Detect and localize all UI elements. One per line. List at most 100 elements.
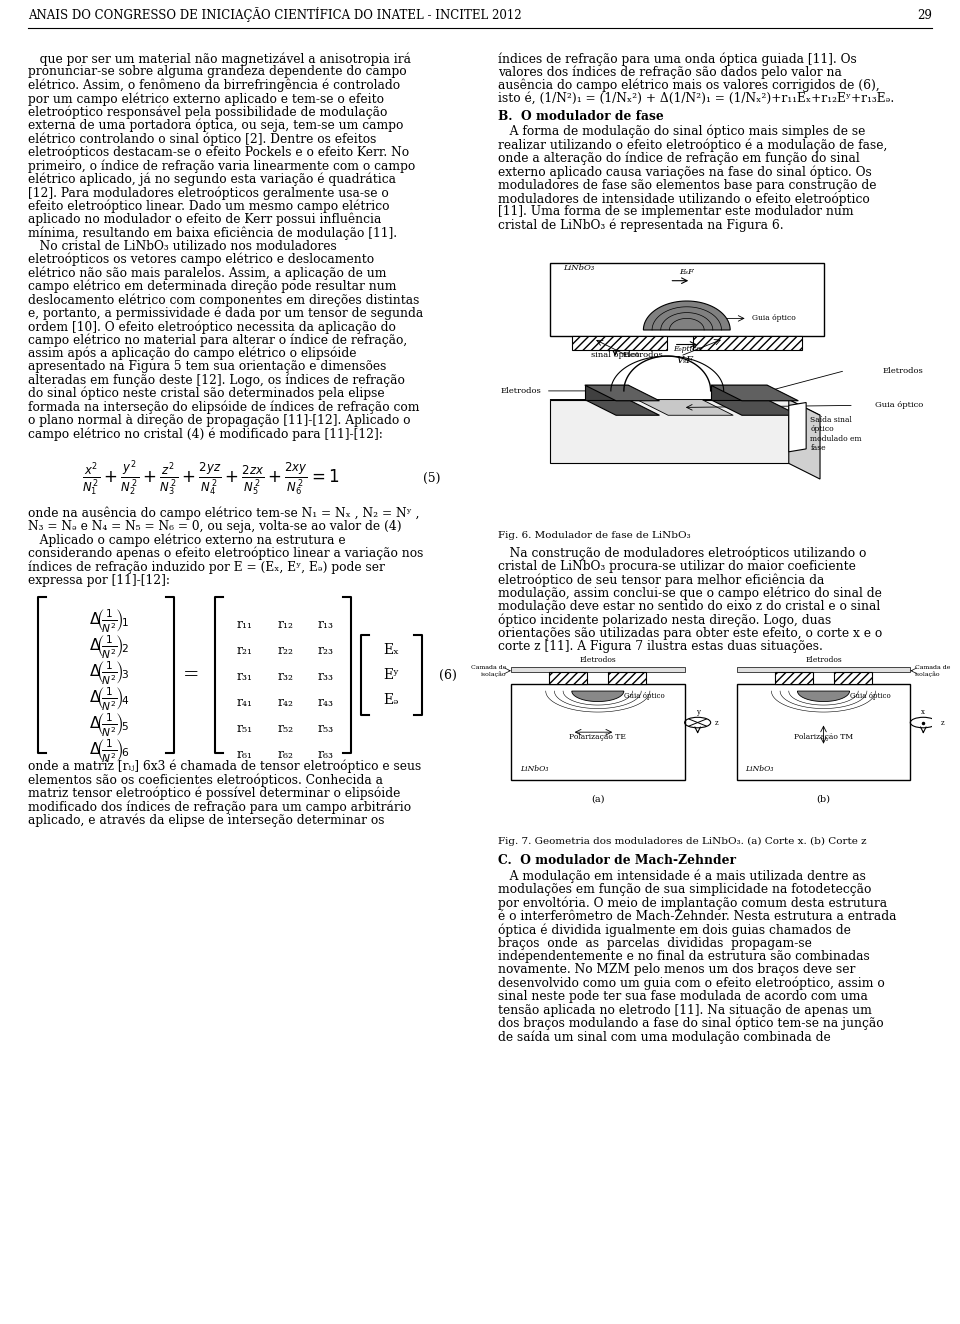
Text: Camada de
isolação: Camada de isolação — [915, 665, 950, 677]
Text: alteradas em função deste [12]. Logo, os índices de refração: alteradas em função deste [12]. Logo, os… — [28, 373, 405, 387]
Text: campo elétrico no cristal (4) é modificado para [11]-[12]:: campo elétrico no cristal (4) é modifica… — [28, 428, 383, 441]
Text: y: y — [696, 707, 700, 715]
Polygon shape — [736, 667, 910, 673]
Polygon shape — [789, 400, 820, 479]
Text: r₅₂: r₅₂ — [277, 722, 294, 735]
Text: LiNbO₃: LiNbO₃ — [519, 765, 548, 773]
Text: $\Delta\!\left(\!\frac{1}{N^2}\!\right)_{\!5}$: $\Delta\!\left(\!\frac{1}{N^2}\!\right)_… — [89, 712, 129, 740]
Polygon shape — [834, 673, 872, 685]
Text: aplicado, e através da elipse de interseção determinar os: aplicado, e através da elipse de interse… — [28, 814, 385, 828]
Text: (5): (5) — [422, 473, 441, 485]
Text: corte z [11]. A Figura 7 ilustra estas duas situações.: corte z [11]. A Figura 7 ilustra estas d… — [498, 641, 823, 654]
Polygon shape — [710, 400, 799, 416]
Polygon shape — [572, 336, 667, 351]
Text: pronunciar-se sobre alguma grandeza dependente do campo: pronunciar-se sobre alguma grandeza depe… — [28, 65, 407, 78]
Text: isto é, (1/N²)₁ = (1/Nₓ²) + Δ(1/N²)₁ = (1/Nₓ²)+r₁₁Eₓ+r₁₂Eʸ+r₁₃Eₔ.: isto é, (1/N²)₁ = (1/Nₓ²) + Δ(1/N²)₁ = (… — [498, 93, 895, 105]
Text: r₄₃: r₄₃ — [318, 696, 334, 708]
Text: B.  O modulador de fase: B. O modulador de fase — [498, 110, 663, 123]
Text: Aplicado o campo elétrico externo na estrutura e: Aplicado o campo elétrico externo na est… — [28, 534, 346, 547]
Text: elementos são os coeficientes eletroópticos. Conhecida a: elementos são os coeficientes eletroópti… — [28, 773, 383, 786]
Text: orientações são utilizadas para obter este efeito, o corte x e o: orientações são utilizadas para obter es… — [498, 628, 882, 639]
Text: considerando apenas o efeito eletroóptico linear a variação nos: considerando apenas o efeito eletroóptic… — [28, 547, 423, 560]
Text: formada na interseção do elipsóide de índices de refração com: formada na interseção do elipsóide de ín… — [28, 400, 420, 414]
Text: (6): (6) — [439, 669, 457, 682]
Text: r₅₃: r₅₃ — [318, 722, 334, 735]
Text: LiNbO₃: LiNbO₃ — [745, 765, 774, 773]
Text: Camada de
isolação: Camada de isolação — [471, 665, 507, 677]
Polygon shape — [710, 385, 799, 401]
Text: moduladores de intensidade utilizando o efeito eletroóptico: moduladores de intensidade utilizando o … — [498, 192, 870, 205]
Polygon shape — [550, 400, 820, 416]
Polygon shape — [549, 673, 588, 685]
Text: $\Delta\!\left(\!\frac{1}{N^2}\!\right)_{\!3}$: $\Delta\!\left(\!\frac{1}{N^2}\!\right)_… — [88, 659, 129, 687]
Text: apresentado na Figura 5 tem sua orientação e dimensões: apresentado na Figura 5 tem sua orientaç… — [28, 360, 386, 373]
Polygon shape — [693, 336, 802, 351]
Text: r₆₂: r₆₂ — [277, 748, 294, 761]
Text: Eletrodos: Eletrodos — [501, 387, 541, 395]
Text: que por ser um material não magnetizável a anisotropia irá: que por ser um material não magnetizável… — [28, 52, 411, 65]
Text: campo elétrico em determinada direção pode resultar num: campo elétrico em determinada direção po… — [28, 279, 396, 294]
Text: onde a alteração do índice de refração em função do sinal: onde a alteração do índice de refração e… — [498, 152, 860, 166]
Polygon shape — [775, 673, 813, 685]
Text: x: x — [922, 707, 925, 715]
Polygon shape — [511, 685, 684, 780]
Text: cristal de LiNbO₃ procura-se utilizar do maior coeficiente: cristal de LiNbO₃ procura-se utilizar do… — [498, 560, 856, 573]
Text: desenvolvido como um guia com o efeito eletroóptico, assim o: desenvolvido como um guia com o efeito e… — [498, 977, 885, 990]
Text: Polarização TM: Polarização TM — [794, 733, 853, 741]
Text: r₃₂: r₃₂ — [277, 670, 294, 683]
Text: por envoltória. O meio de implantação comum desta estrutura: por envoltória. O meio de implantação co… — [498, 896, 887, 910]
Text: r₆₁: r₆₁ — [237, 748, 253, 761]
Text: onde a matriz [rᵢⱼ] 6x3 é chamada de tensor eletroóptico e seus: onde a matriz [rᵢⱼ] 6x3 é chamada de ten… — [28, 760, 421, 773]
Text: r₁₁: r₁₁ — [237, 618, 253, 632]
Text: Guia óptico: Guia óptico — [850, 692, 890, 700]
Text: elétrico. Assim, o fenômeno da birrefringência é controlado: elétrico. Assim, o fenômeno da birrefrin… — [28, 79, 400, 93]
Text: externa de uma portadora óptica, ou seja, tem-se um campo: externa de uma portadora óptica, ou seja… — [28, 119, 403, 132]
Text: Eₔ: Eₔ — [384, 692, 399, 707]
Text: C.  O modulador de Mach-Zehnder: C. O modulador de Mach-Zehnder — [498, 854, 736, 867]
Text: assim após a aplicação do campo elétrico o elipsóide: assim após a aplicação do campo elétrico… — [28, 347, 356, 360]
Polygon shape — [550, 263, 824, 336]
Text: elétrico controlando o sinal óptico [2]. Dentre os efeitos: elétrico controlando o sinal óptico [2].… — [28, 132, 376, 146]
Text: A forma de modulação do sinal óptico mais simples de se: A forma de modulação do sinal óptico mai… — [498, 124, 865, 139]
Text: deslocamento elétrico com componentes em direções distintas: deslocamento elétrico com componentes em… — [28, 293, 420, 307]
Text: A modulação em intensidade é a mais utilizada dentre as: A modulação em intensidade é a mais util… — [498, 870, 866, 883]
Text: Eₓ: Eₓ — [383, 643, 399, 657]
Polygon shape — [550, 400, 789, 463]
Text: realizar utilizando o efeito eletroóptico é a modulação de fase,: realizar utilizando o efeito eletroóptic… — [498, 139, 887, 152]
Text: ausência do campo elétrico mais os valores corrigidos de (6),: ausência do campo elétrico mais os valor… — [498, 79, 879, 93]
Text: Fig. 6. Modulador de fase de LiNbO₃: Fig. 6. Modulador de fase de LiNbO₃ — [498, 531, 690, 540]
Text: matriz tensor eletroóptico é possível determinar o elipsóide: matriz tensor eletroóptico é possível de… — [28, 786, 400, 800]
Text: $\Delta\!\left(\!\frac{1}{N^2}\!\right)_{\!1}$: $\Delta\!\left(\!\frac{1}{N^2}\!\right)_… — [89, 608, 129, 636]
Text: valores dos índices de refração são dados pelo valor na: valores dos índices de refração são dado… — [498, 65, 842, 79]
Text: ordem [10]. O efeito eletroóptico necessita da aplicação do: ordem [10]. O efeito eletroóptico necess… — [28, 320, 396, 334]
Text: Na construção de moduladores eletroópticos utilizando o: Na construção de moduladores eletroóptic… — [498, 547, 866, 560]
Text: r₅₁: r₅₁ — [237, 722, 253, 735]
Text: independentemente e no final da estrutura são combinadas: independentemente e no final da estrutur… — [498, 951, 870, 963]
Text: Polarização TE: Polarização TE — [569, 733, 626, 741]
Text: eletroópticos os vetores campo elétrico e deslocamento: eletroópticos os vetores campo elétrico … — [28, 253, 374, 266]
Text: primeiro, o índice de refração varia linearmente com o campo: primeiro, o índice de refração varia lin… — [28, 159, 416, 172]
Text: sinal neste pode ter sua fase modulada de acordo com uma: sinal neste pode ter sua fase modulada d… — [498, 990, 868, 1004]
Polygon shape — [609, 673, 646, 685]
Text: tensão aplicada no eletrodo [11]. Na situação de apenas um: tensão aplicada no eletrodo [11]. Na sit… — [498, 1004, 872, 1017]
Text: $\Delta\!\left(\!\frac{1}{N^2}\!\right)_{\!2}$: $\Delta\!\left(\!\frac{1}{N^2}\!\right)_… — [89, 634, 129, 662]
Text: externo aplicado causa variações na fase do sinal óptico. Os: externo aplicado causa variações na fase… — [498, 166, 872, 179]
Polygon shape — [572, 691, 624, 702]
Text: elétrico aplicado, já no segundo esta variação é quadrática: elétrico aplicado, já no segundo esta va… — [28, 172, 396, 187]
Text: Eₒptico: Eₒptico — [673, 346, 701, 354]
Text: expressa por [11]-[12]:: expressa por [11]-[12]: — [28, 573, 170, 587]
Polygon shape — [798, 691, 850, 702]
Text: Saída sinal
óptico
modulado em
fase: Saída sinal óptico modulado em fase — [810, 416, 862, 451]
Polygon shape — [636, 400, 733, 416]
Text: eletroóptico responsável pela possibilidade de modulação: eletroóptico responsável pela possibilid… — [28, 106, 388, 119]
Text: r₂₂: r₂₂ — [277, 643, 294, 657]
Text: Eʸ: Eʸ — [383, 669, 399, 682]
Text: eletroóptico de seu tensor para melhor eficiência da: eletroóptico de seu tensor para melhor e… — [498, 573, 825, 587]
Text: modulação deve estar no sentido do eixo z do cristal e o sinal: modulação deve estar no sentido do eixo … — [498, 600, 880, 613]
Text: $\frac{x^2}{N_1^{\,2}}+\frac{y^2}{N_2^{\,2}}+\frac{z^2}{N_3^{\,2}}+\frac{2yz}{N_: $\frac{x^2}{N_1^{\,2}}+\frac{y^2}{N_2^{\… — [82, 459, 339, 498]
Text: o plano normal à direção de propagação [11]-[12]. Aplicado o: o plano normal à direção de propagação [… — [28, 414, 411, 426]
Text: óptica é dividida igualmente em dois guias chamados de: óptica é dividida igualmente em dois gui… — [498, 923, 851, 936]
Text: ANAIS DO CONGRESSO DE INICIAÇÃO CIENTÍFICA DO INATEL - INCITEL 2012: ANAIS DO CONGRESSO DE INICIAÇÃO CIENTÍFI… — [28, 7, 521, 23]
Text: moduladores de fase são elementos base para construção de: moduladores de fase são elementos base p… — [498, 179, 876, 192]
Text: índices de refração induzido por E = (Eₓ, Eʸ, Eₔ) pode ser: índices de refração induzido por E = (Eₓ… — [28, 560, 385, 573]
